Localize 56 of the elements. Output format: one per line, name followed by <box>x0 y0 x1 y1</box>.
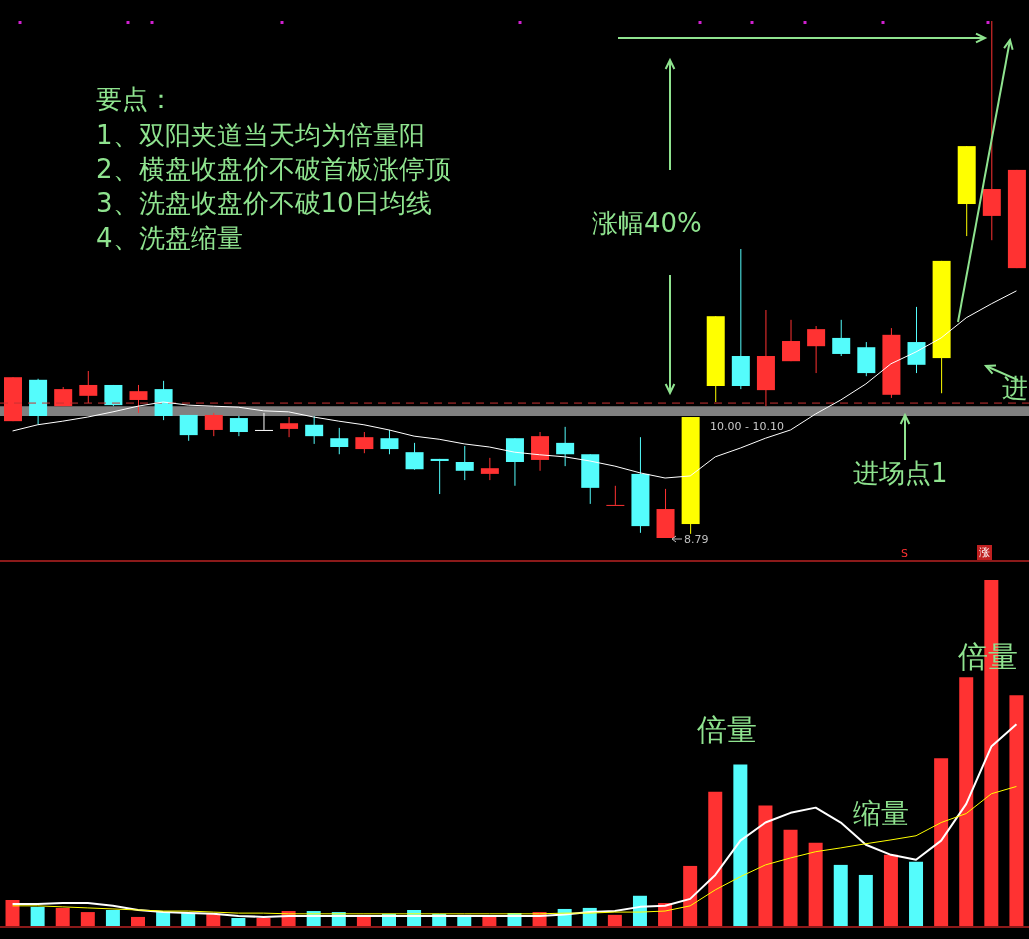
annotation: 8.79 <box>684 533 709 546</box>
bar <box>758 805 773 927</box>
annotation: 缩量 <box>853 797 909 830</box>
bar <box>833 864 848 927</box>
annotation: 倍量 <box>697 712 757 747</box>
candlestick <box>380 429 399 455</box>
bar <box>959 677 974 927</box>
candlestick <box>832 319 851 357</box>
candlestick <box>280 416 299 438</box>
bar <box>683 865 698 927</box>
bar <box>733 764 748 927</box>
annotation: 2、横盘收盘价不破首板涨停顶 <box>96 154 451 184</box>
annotation: 涨幅40% <box>592 208 702 238</box>
candlestick <box>455 445 474 481</box>
candlestick <box>79 370 98 404</box>
candlestick <box>430 458 449 495</box>
candlestick <box>129 384 148 414</box>
bar <box>909 861 924 927</box>
band-label: 10.00 - 10.10 <box>710 419 784 433</box>
candlestick <box>480 457 499 481</box>
annotation: 1、双阳夹道当天均为倍量阳 <box>96 120 425 150</box>
bar <box>80 912 95 927</box>
bar <box>858 874 873 927</box>
candlestick <box>179 414 198 442</box>
candlestick <box>405 442 424 471</box>
candlestick <box>355 431 374 454</box>
annotation: 3、洗盘收盘价不破10日均线 <box>96 188 432 218</box>
bar <box>5 899 20 927</box>
candlestick <box>556 426 575 467</box>
bar <box>55 907 70 927</box>
bar <box>783 829 798 927</box>
annotation: 要点： <box>96 84 174 114</box>
candlestick <box>505 437 524 487</box>
text: 涨 <box>979 546 990 559</box>
candlestick <box>330 427 349 455</box>
candlestick <box>254 412 273 431</box>
bar <box>808 842 823 927</box>
annotation: 进 <box>1002 373 1028 403</box>
candlestick <box>531 431 550 472</box>
candlestick <box>907 306 926 374</box>
bar <box>105 910 120 927</box>
bar <box>708 791 723 927</box>
candlestick <box>807 325 826 374</box>
candlestick <box>782 319 801 362</box>
candlestick <box>305 415 324 445</box>
text: S <box>901 547 908 560</box>
annotation: 4、洗盘缩量 <box>96 223 243 253</box>
candlestick <box>204 412 223 437</box>
bar <box>934 758 949 927</box>
bar <box>30 906 45 927</box>
bar <box>883 854 898 927</box>
candlestick <box>229 415 248 437</box>
bar <box>607 914 622 927</box>
bar <box>1009 695 1024 927</box>
candlestick <box>606 485 625 506</box>
annotation: 进场点1 <box>853 458 948 488</box>
